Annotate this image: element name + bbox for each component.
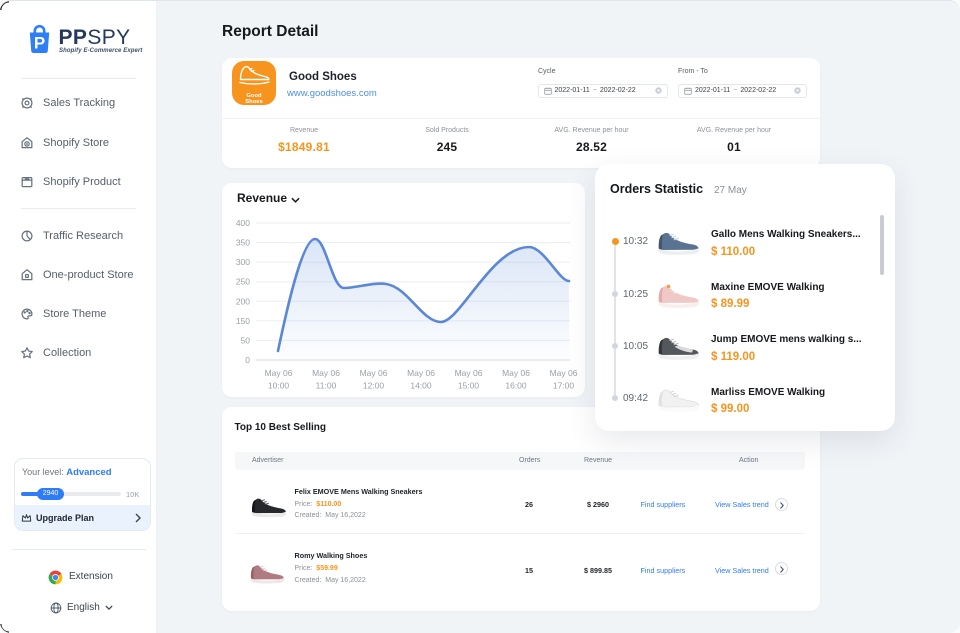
svg-text:12:00: 12:00	[363, 381, 385, 391]
svg-text:14:00: 14:00	[410, 381, 432, 391]
svg-text:May 06: May 06	[455, 368, 483, 378]
svg-text:15:00: 15:00	[458, 381, 480, 391]
svg-text:0: 0	[245, 355, 250, 365]
svg-text:400: 400	[236, 218, 250, 228]
svg-text:P: P	[33, 34, 44, 53]
svg-text:11:00: 11:00	[316, 381, 337, 391]
svg-text:150: 150	[236, 316, 250, 326]
svg-text:50: 50	[241, 335, 251, 345]
svg-text:May 06: May 06	[550, 368, 578, 378]
svg-text:May 06: May 06	[407, 368, 435, 378]
svg-text:16:00: 16:00	[505, 381, 527, 391]
svg-text:200: 200	[236, 296, 250, 306]
svg-text:17:00: 17:00	[553, 381, 575, 391]
svg-text:10:00: 10:00	[268, 381, 290, 391]
svg-text:300: 300	[236, 257, 250, 267]
svg-text:May 06: May 06	[265, 368, 293, 378]
svg-text:May 06: May 06	[502, 368, 530, 378]
svg-text:250: 250	[236, 277, 250, 287]
svg-text:350: 350	[236, 238, 250, 248]
svg-text:May 06: May 06	[312, 368, 340, 378]
svg-text:May 06: May 06	[360, 368, 388, 378]
